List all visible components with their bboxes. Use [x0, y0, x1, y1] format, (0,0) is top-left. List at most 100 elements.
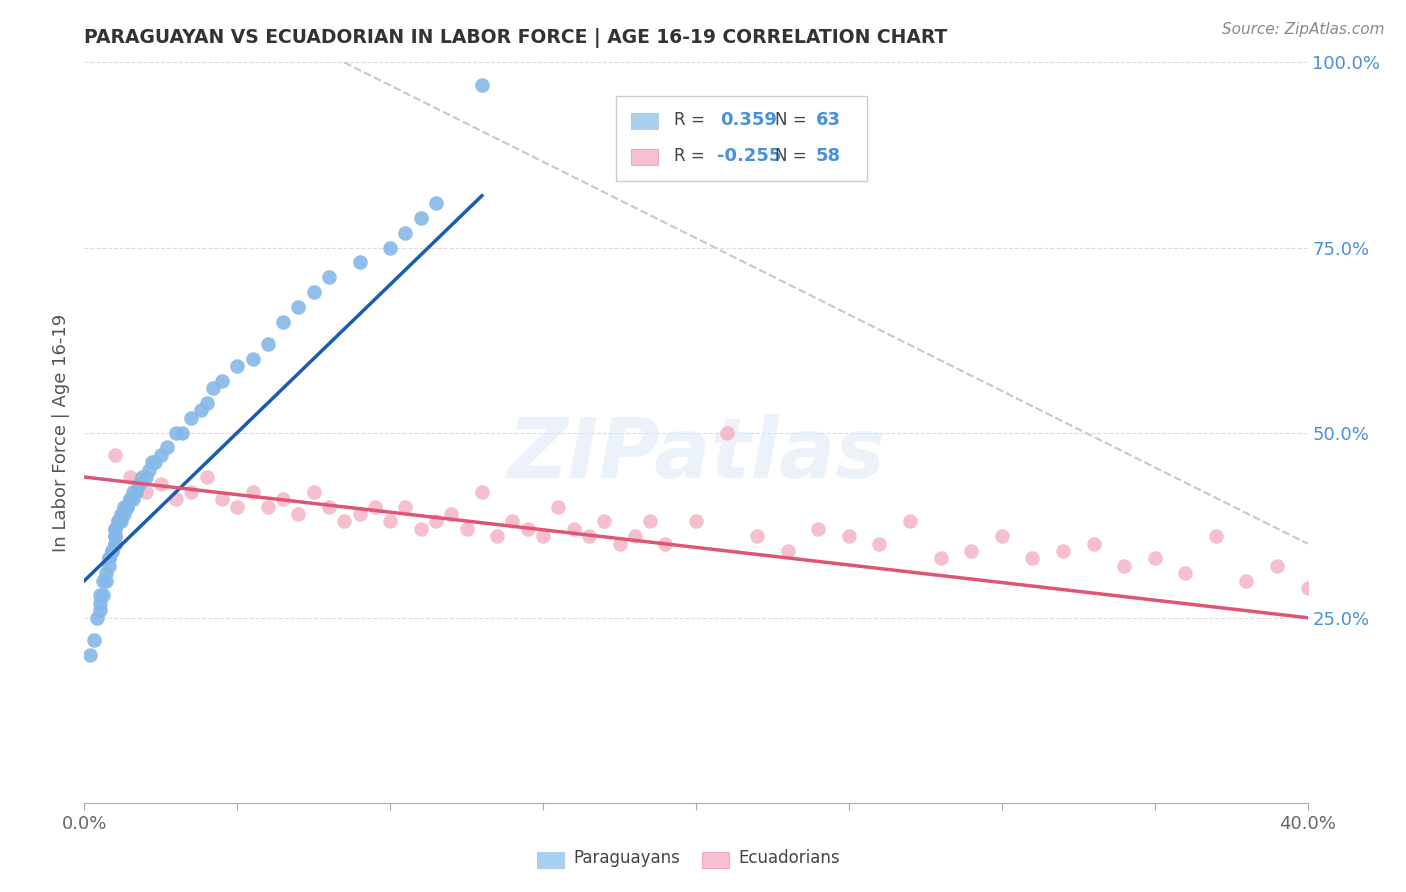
- Point: [89, 589, 111, 603]
- Point: [578, 529, 600, 543]
- Point: [165, 425, 187, 440]
- Point: [242, 484, 264, 499]
- Point: [1236, 574, 1258, 588]
- Point: [138, 462, 160, 476]
- Y-axis label: In Labor Force | Age 16-19: In Labor Force | Age 16-19: [52, 313, 70, 552]
- Point: [257, 500, 280, 514]
- Point: [104, 529, 127, 543]
- Text: Paraguayans: Paraguayans: [574, 849, 681, 867]
- Point: [425, 196, 447, 211]
- Point: [226, 359, 249, 373]
- Text: -0.255: -0.255: [717, 147, 782, 165]
- Point: [97, 551, 120, 566]
- Point: [190, 403, 212, 417]
- Text: 58: 58: [815, 147, 841, 165]
- Text: Source: ZipAtlas.com: Source: ZipAtlas.com: [1222, 22, 1385, 37]
- Point: [94, 566, 117, 581]
- Point: [747, 529, 769, 543]
- Point: [211, 492, 233, 507]
- Point: [156, 441, 179, 455]
- Point: [380, 240, 402, 255]
- Point: [502, 515, 524, 529]
- Point: [349, 507, 371, 521]
- Point: [143, 455, 166, 469]
- Point: [104, 529, 127, 543]
- Point: [165, 492, 187, 507]
- Point: [122, 492, 145, 507]
- Point: [86, 610, 108, 624]
- Point: [287, 300, 309, 314]
- Point: [135, 470, 157, 484]
- Point: [271, 314, 294, 328]
- FancyBboxPatch shape: [537, 852, 564, 868]
- Point: [128, 477, 150, 491]
- Text: R =: R =: [673, 112, 704, 129]
- Point: [125, 484, 148, 499]
- Point: [1296, 581, 1319, 595]
- Point: [242, 351, 264, 366]
- Point: [807, 522, 830, 536]
- Point: [440, 507, 463, 521]
- Point: [531, 529, 554, 543]
- Point: [101, 544, 124, 558]
- Point: [562, 522, 585, 536]
- Point: [180, 484, 202, 499]
- Point: [91, 574, 114, 588]
- Point: [318, 270, 340, 285]
- Point: [624, 529, 647, 543]
- Point: [172, 425, 194, 440]
- Point: [115, 500, 138, 514]
- Point: [364, 500, 387, 514]
- Point: [89, 596, 111, 610]
- Text: Ecuadorians: Ecuadorians: [738, 849, 841, 867]
- FancyBboxPatch shape: [702, 852, 728, 868]
- Point: [716, 425, 738, 440]
- Point: [211, 374, 233, 388]
- Point: [1021, 551, 1043, 566]
- Point: [115, 500, 138, 514]
- Point: [79, 648, 101, 662]
- Point: [1052, 544, 1074, 558]
- Point: [195, 470, 218, 484]
- Point: [104, 522, 127, 536]
- Point: [333, 515, 356, 529]
- Point: [471, 78, 494, 92]
- Point: [101, 544, 124, 558]
- Point: [776, 544, 799, 558]
- Point: [1205, 529, 1227, 543]
- Point: [104, 522, 127, 536]
- Point: [149, 477, 172, 491]
- Point: [1114, 558, 1136, 573]
- Point: [97, 551, 120, 566]
- Point: [122, 484, 145, 499]
- Point: [149, 448, 172, 462]
- Point: [104, 536, 127, 550]
- Text: 63: 63: [815, 112, 841, 129]
- Point: [456, 522, 478, 536]
- Point: [94, 574, 117, 588]
- Point: [409, 522, 432, 536]
- Point: [1265, 558, 1288, 573]
- Text: 0.359: 0.359: [720, 112, 778, 129]
- Point: [128, 477, 150, 491]
- Point: [107, 515, 129, 529]
- Point: [409, 211, 432, 225]
- Point: [898, 515, 921, 529]
- Text: R =: R =: [673, 147, 704, 165]
- Point: [486, 529, 509, 543]
- Point: [380, 515, 402, 529]
- Point: [110, 515, 132, 529]
- Point: [516, 522, 538, 536]
- Text: ZIPatlas: ZIPatlas: [508, 414, 884, 495]
- Point: [257, 336, 280, 351]
- Point: [120, 492, 142, 507]
- Point: [107, 515, 129, 529]
- Point: [991, 529, 1014, 543]
- Point: [471, 484, 494, 499]
- Point: [83, 632, 105, 647]
- Text: PARAGUAYAN VS ECUADORIAN IN LABOR FORCE | AGE 16-19 CORRELATION CHART: PARAGUAYAN VS ECUADORIAN IN LABOR FORCE …: [84, 28, 948, 48]
- Point: [271, 492, 294, 507]
- Point: [349, 255, 371, 269]
- FancyBboxPatch shape: [631, 149, 658, 165]
- Point: [91, 589, 114, 603]
